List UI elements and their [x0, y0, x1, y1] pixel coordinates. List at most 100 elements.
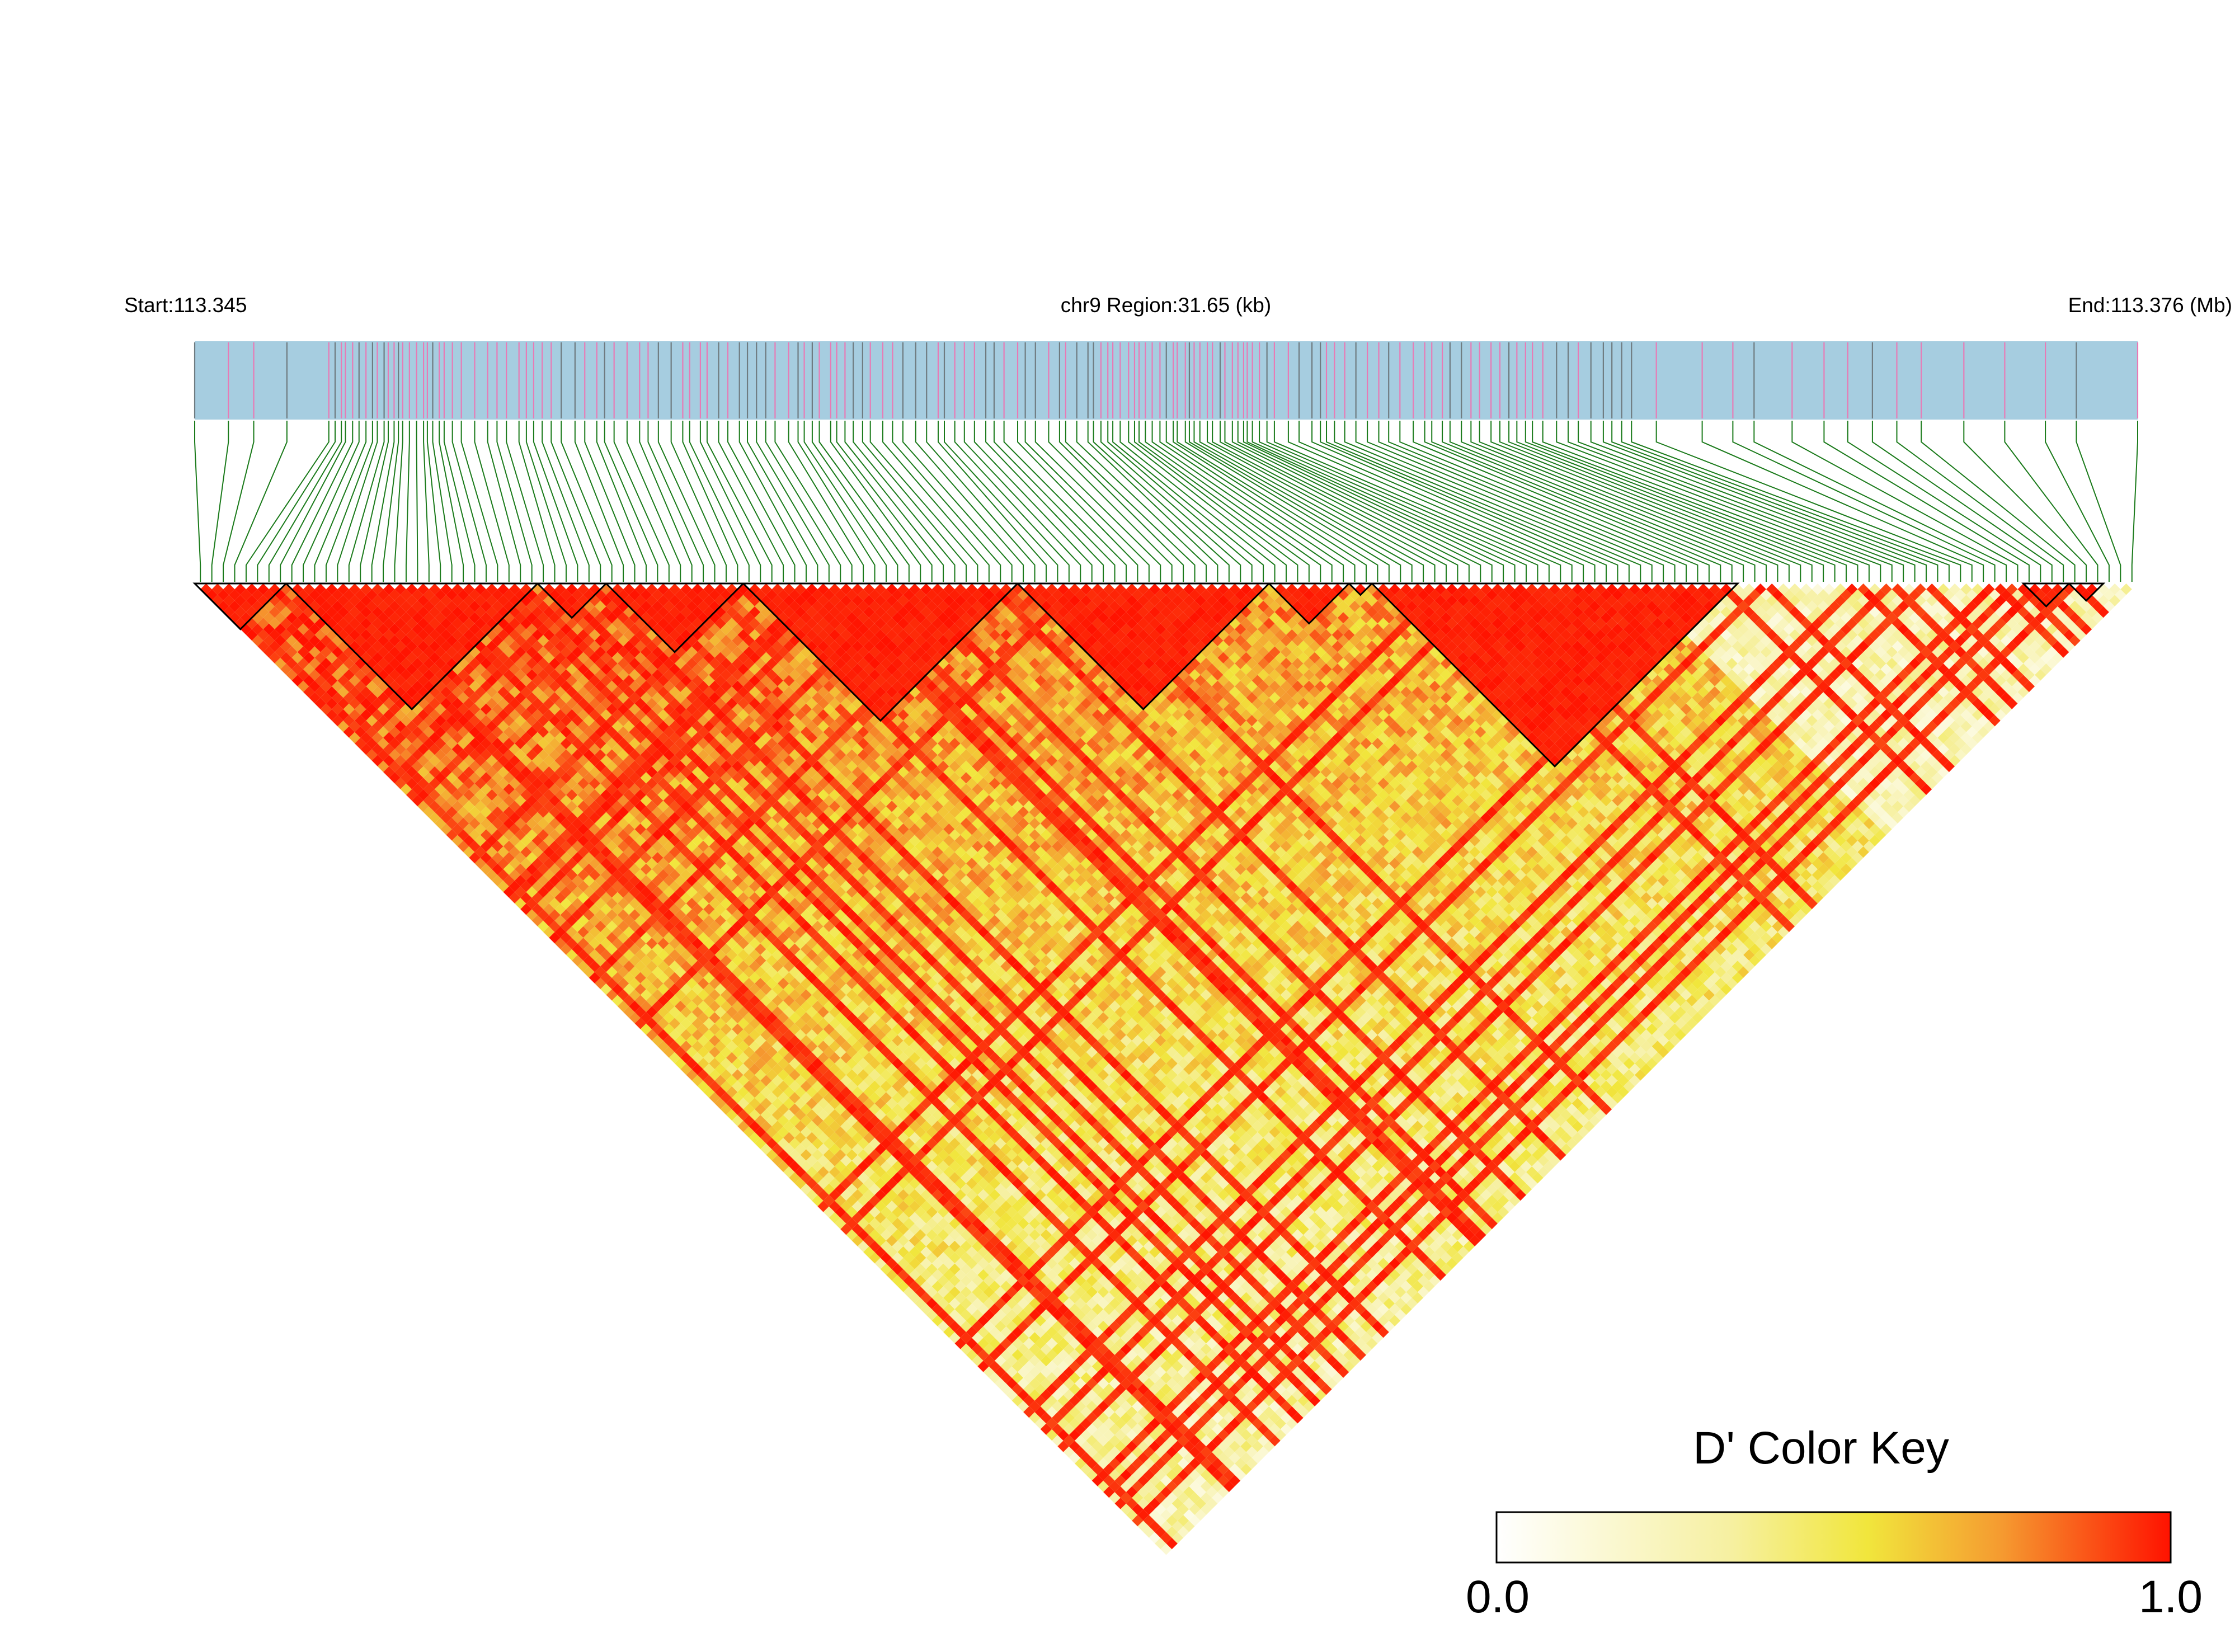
- ld-cell: [1143, 1503, 1155, 1515]
- ld-cell: [909, 1281, 921, 1292]
- ld-cell: [1034, 1372, 1046, 1384]
- ld-cell: [640, 977, 652, 990]
- ld-cell: [840, 1223, 852, 1235]
- ld-cell: [554, 892, 566, 904]
- ld-cell: [726, 1086, 738, 1098]
- ld-cell: [492, 852, 504, 864]
- ld-cell: [977, 1349, 989, 1361]
- ld-cell: [320, 669, 332, 681]
- ld-cell: [1029, 1366, 1041, 1378]
- ld-cell: [691, 1063, 704, 1075]
- ld-cell: [760, 1121, 772, 1132]
- ld-cell: [463, 812, 475, 824]
- snp-position-track: [194, 341, 2139, 420]
- ld-cell: [857, 1194, 869, 1207]
- ld-cell: [349, 686, 361, 698]
- ld-cell: [297, 634, 309, 647]
- snp-connector-line: [550, 421, 601, 582]
- ld-cell: [1155, 1503, 1166, 1515]
- ld-cell: [1126, 1486, 1138, 1498]
- snp-connector-line: [1207, 421, 1436, 582]
- ld-cell: [309, 680, 321, 693]
- ld-cell: [549, 909, 561, 921]
- snp-connector-line: [1017, 421, 1138, 582]
- snp-connector-line: [973, 421, 1093, 582]
- ld-cell: [326, 675, 338, 686]
- snp-connector-line: [1119, 421, 1276, 582]
- ld-cell: [663, 1034, 675, 1047]
- ld-cell: [286, 623, 298, 635]
- ld-cell: [1052, 1400, 1064, 1413]
- ld-cell: [989, 1349, 1001, 1361]
- ld-cell: [1057, 1441, 1069, 1452]
- ld-cell: [1160, 1543, 1172, 1555]
- snp-connector-line: [699, 421, 761, 582]
- ld-cell: [766, 1114, 778, 1127]
- snp-connector-line: [647, 421, 704, 582]
- ld-cell: [429, 801, 441, 812]
- ld-cell: [291, 652, 304, 664]
- snp-connector-line: [416, 421, 418, 582]
- ld-cell: [1109, 1469, 1121, 1481]
- ld-cell: [966, 1338, 978, 1349]
- ld-cell: [851, 1201, 864, 1212]
- snp-connector-line: [954, 421, 1070, 582]
- ld-cell: [777, 1114, 789, 1127]
- ld-cell: [1006, 1366, 1018, 1378]
- snp-connector-line: [626, 421, 681, 582]
- ld-cell: [503, 840, 515, 853]
- ld-cell: [931, 1281, 944, 1292]
- ld-cell: [629, 977, 641, 990]
- ld-cell: [269, 618, 281, 629]
- snp-connector-line: [518, 421, 556, 582]
- ld-cell: [840, 1178, 852, 1189]
- ld-cell: [675, 1012, 686, 1024]
- snp-connector-line: [291, 421, 354, 582]
- ld-cell: [920, 1303, 932, 1315]
- ld-cell: [926, 1297, 938, 1310]
- snp-connector-line: [1184, 421, 1390, 582]
- ld-cell: [880, 1229, 892, 1241]
- ld-cell: [1075, 1434, 1086, 1447]
- ld-cell: [349, 721, 361, 732]
- ld-cell: [1006, 1343, 1018, 1355]
- snp-connector-line: [1193, 421, 1413, 582]
- ld-cell: [303, 675, 315, 686]
- ld-cell: [451, 835, 464, 846]
- ld-cell: [509, 858, 521, 869]
- ld-cell: [223, 583, 235, 595]
- ld-cell: [1040, 1400, 1052, 1413]
- snp-connector-line: [337, 421, 378, 582]
- ld-cell: [892, 1229, 904, 1241]
- ld-cell: [417, 801, 429, 812]
- ld-cell: [755, 1103, 766, 1115]
- ld-cell: [1011, 1383, 1024, 1395]
- ld-cell: [1109, 1480, 1121, 1493]
- ld-cell: [469, 806, 481, 818]
- ld-cell: [286, 657, 298, 670]
- ld-cell: [823, 1172, 835, 1184]
- snp-connector-line: [280, 421, 346, 582]
- ld-cell: [1017, 1389, 1029, 1401]
- snp-connector-line: [1499, 421, 1813, 582]
- ld-cell: [572, 909, 584, 921]
- ld-cell: [246, 583, 258, 595]
- ld-cell: [920, 1258, 932, 1269]
- snp-connector-line: [689, 421, 750, 582]
- ld-cell: [435, 794, 446, 807]
- ld-cell: [1114, 1486, 1126, 1498]
- ld-cell: [234, 606, 246, 618]
- ld-cell: [720, 1057, 732, 1070]
- snp-connector-line: [1087, 421, 1218, 582]
- ld-cell: [440, 789, 452, 801]
- ld-cell: [800, 1172, 812, 1184]
- snp-connector-line: [937, 421, 1047, 582]
- snp-connector-line: [360, 421, 389, 582]
- ld-cell: [320, 703, 332, 715]
- snp-connector-line: [1065, 421, 1196, 582]
- snp-connector-line: [1188, 421, 1401, 582]
- ld-cell: [566, 915, 578, 926]
- ld-cell: [1040, 1389, 1052, 1401]
- ld-cell: [383, 766, 395, 778]
- ld-cell: [211, 583, 224, 595]
